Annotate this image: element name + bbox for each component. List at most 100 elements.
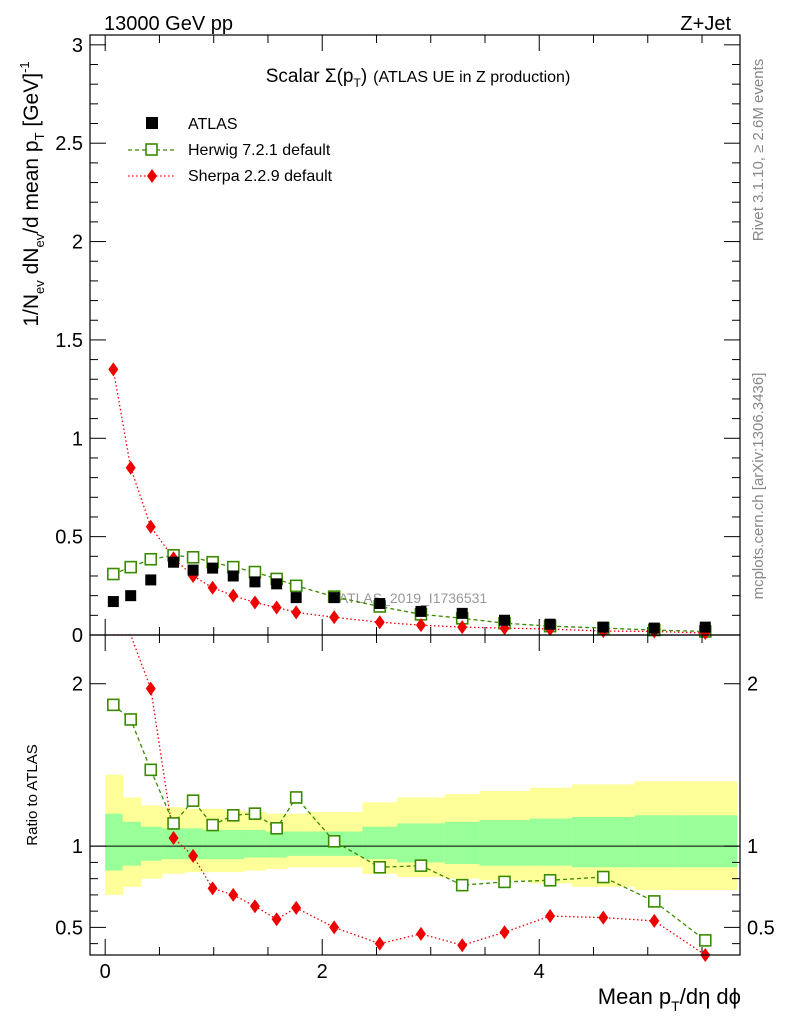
main-title-prefix: Scalar <box>266 66 325 87</box>
atlas-point <box>125 590 137 602</box>
ratio-xtick-label: 4 <box>534 961 545 983</box>
ylabel-e: /d mean p <box>20 140 43 233</box>
legend-marker-atlas <box>146 117 158 129</box>
ratio-ytick-label-left: 2 <box>72 674 83 696</box>
herwig-point <box>289 579 303 593</box>
ratio-ytick-label-left: 0.5 <box>55 917 83 939</box>
ylabel-c: dN <box>20 248 43 281</box>
herwig-point <box>144 552 158 566</box>
atlas-point <box>107 596 119 608</box>
ratio-ytick-label-right: 1 <box>747 836 758 858</box>
main-ytick-label: 3 <box>72 35 83 57</box>
ratio-herwig-point <box>414 859 428 872</box>
ratio-herwig-point <box>124 713 137 726</box>
ratio-herwig-point <box>543 873 557 887</box>
band-inner-bin <box>244 829 267 858</box>
atlas-point <box>271 578 283 590</box>
main-ytick-labels: 0 0.5 1 1.5 2 2.5 3 <box>55 35 83 647</box>
band-inner-bin <box>529 818 573 866</box>
main-ytick-label: 0 <box>72 625 83 647</box>
ratio-herwig-point <box>107 698 120 712</box>
main-title-rest: (ATLAS UE in Z production) <box>373 69 570 86</box>
ratio-ticks <box>90 635 740 955</box>
ylabel-a: 1/N <box>20 294 43 327</box>
ratio-sherpa-point <box>188 848 199 863</box>
ylabel-f: T <box>32 132 47 140</box>
legend-label-herwig: Herwig 7.2.1 default <box>188 142 331 159</box>
ratio-herwig-point <box>206 818 219 832</box>
atlas-point <box>168 556 180 568</box>
sherpa-point <box>108 362 119 377</box>
mcplots-label: mcplots.cern.ch [arXiv:1306.3436] <box>750 373 767 600</box>
sherpa-point <box>457 620 468 635</box>
sherpa-point <box>415 618 426 633</box>
atlas-point <box>249 576 261 588</box>
atlas-point <box>145 574 157 586</box>
sherpa-point <box>291 605 302 620</box>
main-title-sub: T <box>354 76 362 90</box>
ratio-herwig-point <box>455 878 469 892</box>
ratio-xtick-labels: 0 2 4 <box>100 961 545 983</box>
sherpa-point <box>125 460 136 475</box>
ylabel-d: ev <box>32 233 47 247</box>
ratio-panel: 0.5 0.5 1 1 2 2 0 2 4 Ratio to ATLAS Mean pT/dη… <box>24 634 775 1014</box>
herwig-point <box>107 567 120 581</box>
sherpa-point <box>249 595 260 610</box>
ratio-sherpa-point <box>457 938 468 953</box>
ratio-sherpa-point <box>415 926 426 941</box>
ratio-sherpa-point <box>649 913 660 928</box>
band-inner-bin <box>184 828 204 860</box>
herwig-point <box>124 560 137 574</box>
ratio-sherpa-point <box>249 899 260 914</box>
atlas-point <box>648 622 660 634</box>
main-data <box>107 362 712 641</box>
legend-marker-sherpa <box>147 169 157 183</box>
ratio-herwig-point <box>327 834 341 848</box>
atlas-point <box>544 618 556 630</box>
ratio-xlabel: Mean pT/dη dϕ <box>598 984 741 1014</box>
main-title-sigma: Σ(p <box>325 66 354 87</box>
sherpa-point <box>271 600 282 615</box>
ratio-ytick-labels: 0.5 0.5 1 1 2 2 <box>55 674 775 940</box>
ratio-sherpa-point <box>207 881 218 896</box>
band-inner-bin <box>223 829 245 860</box>
ratio-herwig-point <box>186 794 200 807</box>
sherpa-point <box>329 610 340 625</box>
band-inner-bin <box>479 820 530 866</box>
ratio-herwig-point <box>144 763 158 777</box>
analysis-watermark: ATLAS_2019_I1736531 <box>339 590 488 606</box>
herwig-point <box>248 565 262 579</box>
sherpa-point <box>374 615 385 630</box>
atlas-point <box>227 570 239 582</box>
band-inner-bin <box>634 815 675 868</box>
main-title: Scalar Σ(pT) (ATLAS UE in Z production) <box>266 66 571 90</box>
band-inner-bin <box>141 826 163 861</box>
atlas-point <box>290 592 302 604</box>
atlas-point <box>415 605 427 617</box>
ratio-herwig-point <box>226 809 240 822</box>
sherpa-point <box>207 580 218 595</box>
main-ylabel: 1/Nev dNev/d mean pT [GeV]-1 <box>17 61 47 326</box>
ratio-ytick-label-right: 2 <box>747 674 758 696</box>
header-right: Z+Jet <box>680 13 731 35</box>
band-inner-bin <box>571 816 636 868</box>
ratio-herwig-point <box>167 817 180 830</box>
ylabel-b: ev <box>32 280 47 294</box>
main-ytick-label: 0.5 <box>55 527 83 549</box>
band-inner-bin <box>362 826 398 860</box>
ratio-sherpa-point <box>168 831 179 846</box>
ratio-sherpa-point <box>291 900 302 915</box>
main-panel: 00.511.522.53 Scalar Σ(pT) (ATLAS UE in Z… <box>17 34 741 647</box>
atlas-point <box>499 614 511 626</box>
band-inner-bin <box>105 813 124 871</box>
band-inner-bin <box>287 831 307 856</box>
ratio-sherpa-point <box>545 909 556 924</box>
ratio-sherpa-point <box>598 910 609 925</box>
atlas-point <box>374 598 386 610</box>
atlas-point <box>699 621 711 633</box>
ratio-sherpa-point <box>374 936 385 951</box>
ratio-xtick-label: 2 <box>317 961 328 983</box>
atlas-point <box>328 592 340 604</box>
band-inner-bin <box>397 823 446 863</box>
